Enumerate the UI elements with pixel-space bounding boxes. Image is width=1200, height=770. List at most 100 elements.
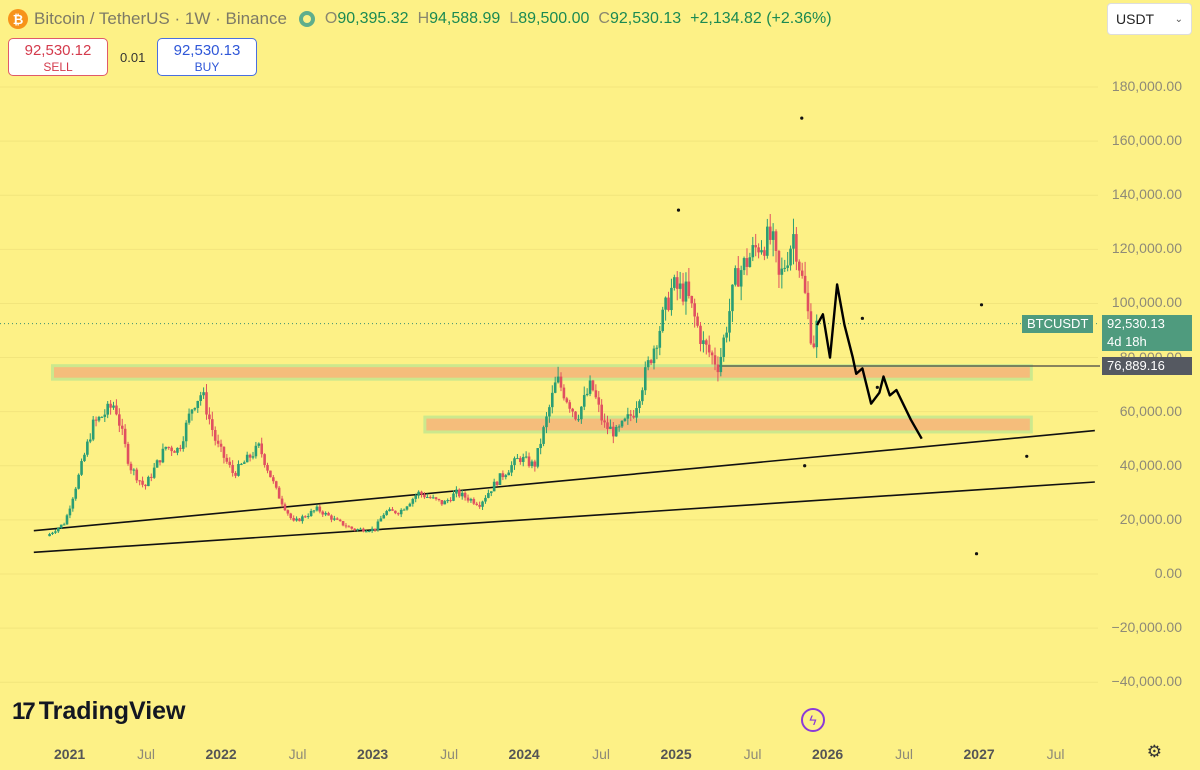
y-tick-label: 20,000.00 [1119, 510, 1182, 527]
candle-body [426, 497, 429, 499]
high-value: 94,588.99 [429, 10, 501, 27]
y-tick-label: 120,000.00 [1111, 240, 1182, 257]
open-label: O [324, 10, 338, 27]
candle-body [792, 234, 795, 249]
candle-body [670, 287, 673, 311]
candle-body [516, 458, 519, 460]
currency-select[interactable]: USDT ⌄ [1107, 3, 1192, 35]
candle-body [638, 401, 641, 409]
candle-body [170, 447, 173, 452]
candle-body [222, 446, 226, 458]
candle-body [120, 425, 124, 429]
lightning-icon[interactable]: ϟ [801, 708, 825, 732]
candle-body [181, 441, 185, 449]
candle-body [646, 360, 650, 368]
candle-body [521, 457, 525, 462]
last-price-tag: 92,530.13 [1102, 314, 1192, 333]
candle-body [472, 499, 476, 504]
dot-marker [979, 303, 984, 307]
candle-body [193, 407, 197, 410]
candle-body [335, 518, 339, 520]
candle-body [359, 528, 362, 530]
x-tick-label: Jul [1046, 746, 1065, 762]
candle-body [51, 532, 54, 535]
low-label: L [509, 10, 519, 27]
candle-body [626, 414, 630, 419]
candle-body [245, 454, 249, 463]
candle-body [283, 504, 287, 511]
candle-body [806, 292, 810, 312]
candle-body [48, 534, 51, 537]
candle-body [254, 445, 258, 457]
candle-body [446, 500, 449, 502]
candle-body [713, 355, 717, 365]
buy-button[interactable]: 92,530.13 BUY [157, 38, 257, 76]
candle-body [440, 500, 444, 505]
candle-body [641, 390, 644, 402]
sell-label: SELL [43, 60, 73, 74]
candle-body [675, 277, 679, 289]
candle-body [330, 515, 333, 520]
candle-body [582, 395, 586, 407]
candle-body [614, 426, 618, 437]
candle-body [205, 392, 208, 415]
candle-body [542, 427, 545, 444]
candle-body [59, 524, 63, 528]
x-tick-label: Jul [592, 746, 610, 762]
candle-body [199, 395, 202, 401]
candle-body [559, 376, 563, 388]
candle-body [704, 340, 708, 345]
candle-body [707, 344, 711, 353]
candle-body [164, 446, 168, 449]
y-tick-label: 0.00 [1154, 565, 1182, 581]
candle-body [318, 506, 322, 512]
candle-body [556, 376, 560, 383]
candle-body [266, 464, 269, 471]
support-zone [423, 415, 1033, 434]
candle-body [211, 419, 214, 430]
candle-body [527, 456, 531, 467]
candle-body [388, 509, 391, 512]
candle-body [213, 429, 217, 441]
exchange: Binance [225, 9, 287, 28]
symbol-name[interactable]: Bitcoin / TetherUS [34, 9, 170, 28]
candle-body [460, 492, 464, 497]
sell-button[interactable]: 92,530.12 SELL [8, 38, 108, 76]
gear-icon[interactable]: ⚙ [1146, 742, 1162, 761]
candle-body [731, 284, 734, 312]
candle-body [606, 422, 609, 429]
candle-body [155, 460, 159, 468]
candle-body [303, 516, 307, 518]
candle-body [97, 416, 101, 421]
candle-body [748, 257, 752, 267]
candle-body [126, 443, 130, 464]
change-value: +2,134.82 (+2.36%) [690, 10, 832, 27]
spread-value: 0.01 [120, 50, 146, 65]
candle-body [789, 248, 792, 266]
candle-body [260, 443, 264, 455]
currency-value: USDT [1116, 11, 1155, 27]
candle-body [176, 447, 179, 453]
x-tick-label: 2022 [205, 746, 237, 762]
candle-body [458, 489, 461, 497]
x-tick-label: 2026 [812, 746, 844, 762]
candle-body [812, 343, 816, 348]
interval[interactable]: 1W [184, 9, 211, 28]
candle-body [742, 258, 746, 271]
candle-body [88, 439, 92, 442]
candle-body [184, 422, 188, 442]
candle-body [484, 497, 487, 502]
candle-body [399, 509, 403, 515]
tradingview-logo[interactable]: 17 TradingView [12, 697, 186, 726]
candle-body [396, 513, 400, 515]
candle-body [321, 511, 325, 515]
candle-body [681, 283, 685, 302]
tradingview-mark-icon: 17 [12, 697, 36, 725]
candle-body [118, 414, 121, 426]
candle-body [257, 443, 261, 446]
candle-body [80, 461, 83, 475]
candle-body [216, 440, 220, 444]
candle-body [620, 420, 624, 427]
support-zone [50, 364, 1033, 381]
